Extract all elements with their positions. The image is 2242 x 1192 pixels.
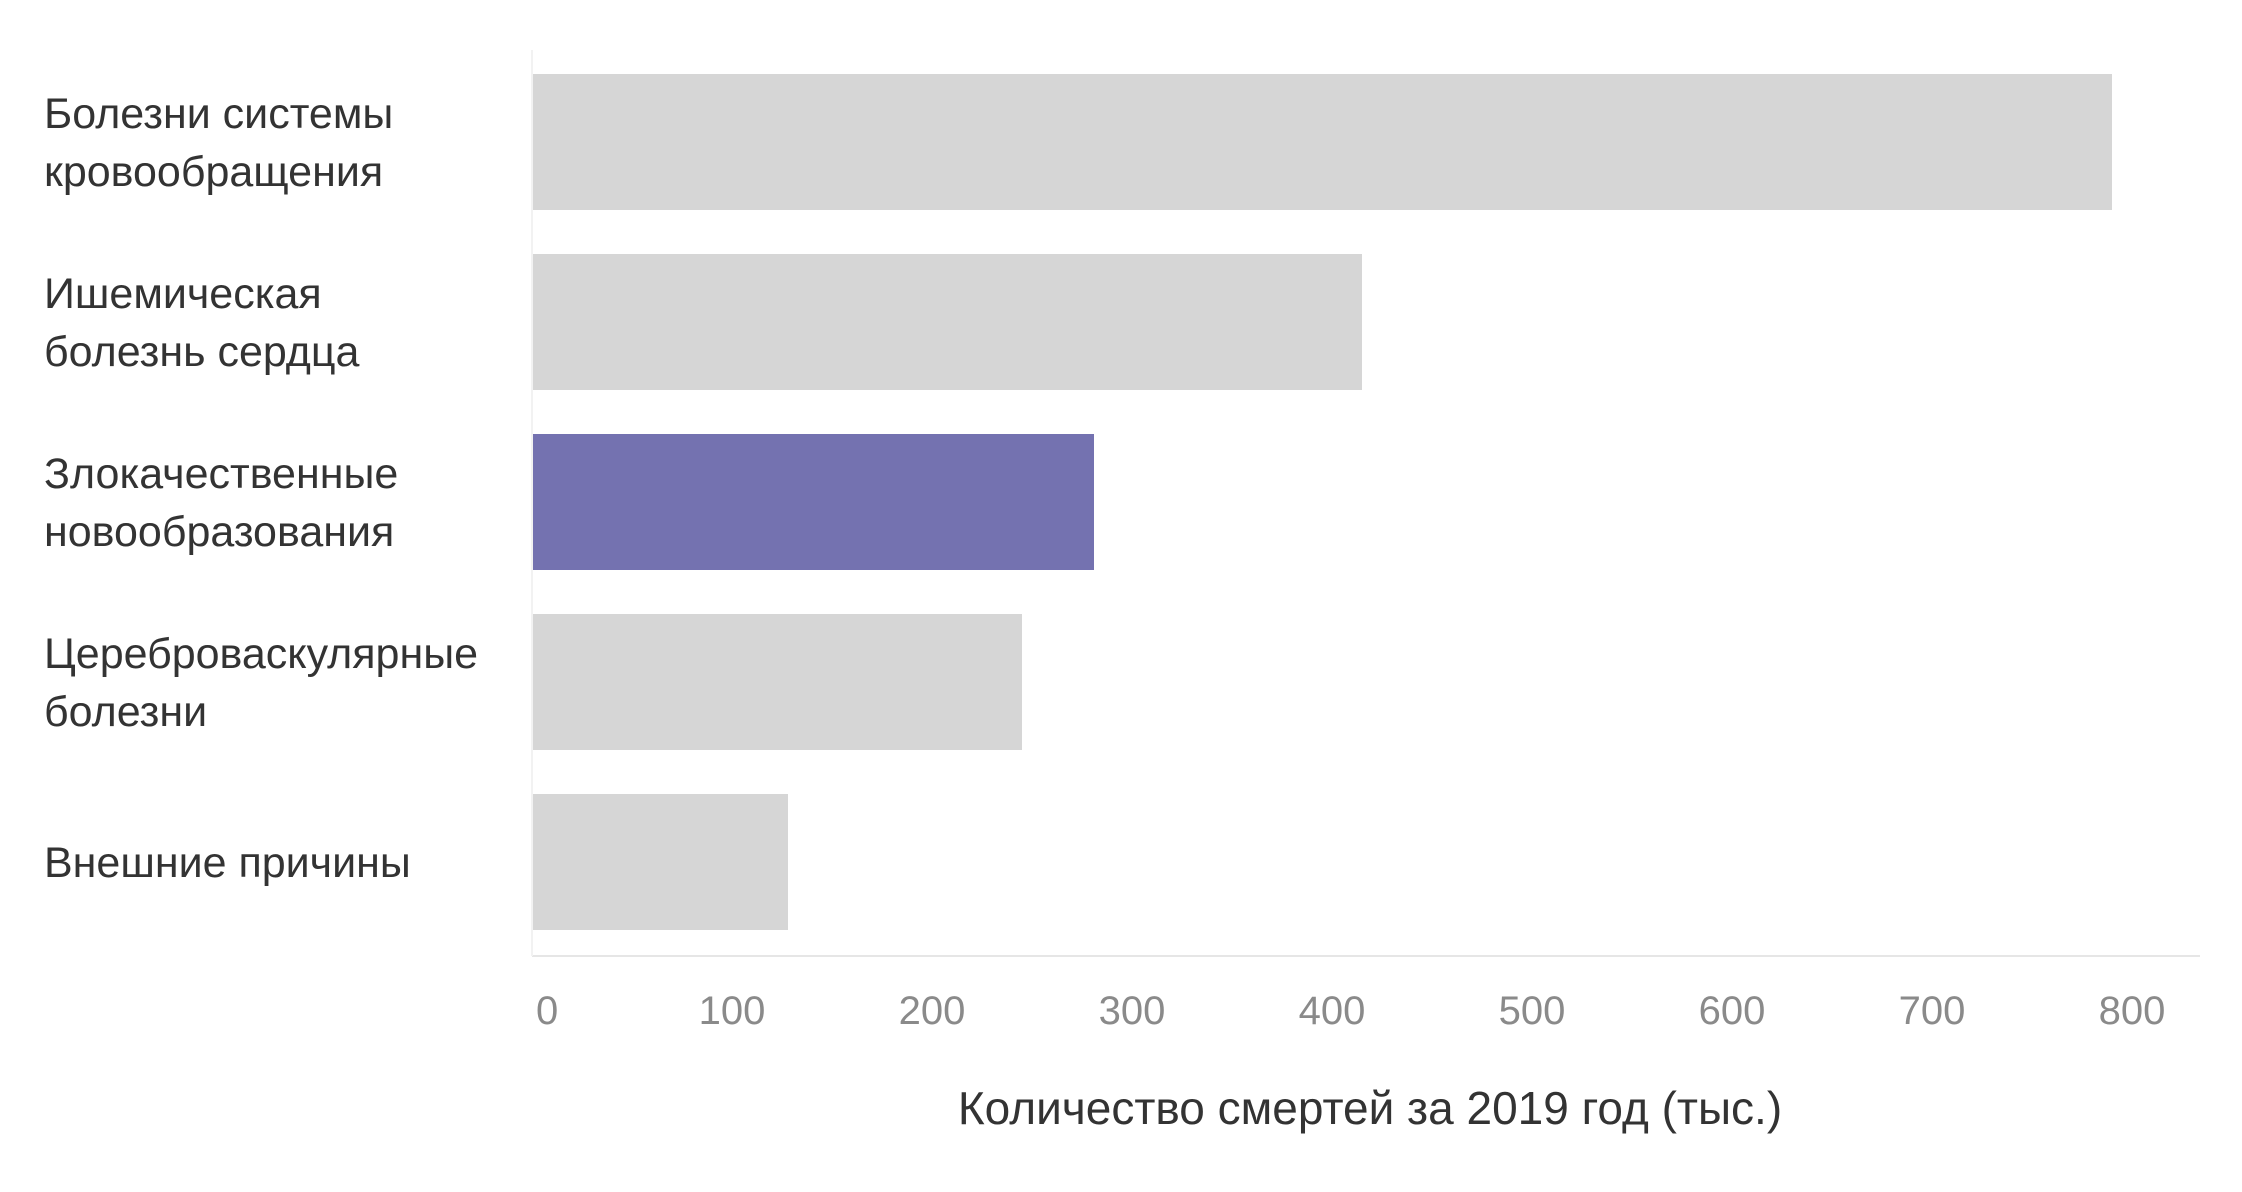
- category-label-5: Внешние причины: [44, 839, 411, 887]
- x-tick-label-700: 700: [1899, 989, 1966, 1033]
- x-tick-label-800: 800: [2099, 989, 2166, 1033]
- x-tick-label-200: 200: [899, 989, 966, 1033]
- category-label-4: Цереброваскулярные болезни: [44, 630, 478, 736]
- bar-5: [532, 794, 788, 930]
- bars-group: [532, 74, 2112, 930]
- x-tick-label-600: 600: [1699, 989, 1766, 1033]
- bar-3: [532, 434, 1094, 570]
- bar-2: [532, 254, 1362, 390]
- bar-4: [532, 614, 1022, 750]
- x-tick-labels: 0 100 200 300 400 500 600 700 800: [536, 989, 2165, 1033]
- category-labels: Болезни системы кровообращения Ишемическая…: [44, 90, 478, 887]
- x-tick-label-100: 100: [699, 989, 766, 1033]
- x-tick-label-0: 0: [536, 989, 558, 1033]
- category-label-3: Злокачественные новообразования: [44, 450, 398, 556]
- x-tick-label-500: 500: [1499, 989, 1566, 1033]
- x-axis-title: Количество смертей за 2019 год (тыс.): [958, 1082, 1782, 1134]
- category-label-1: Болезни системы кровообращения: [44, 90, 393, 196]
- bar-1: [532, 74, 2112, 210]
- x-tick-label-300: 300: [1099, 989, 1166, 1033]
- category-label-2: Ишемическая болезнь сердца: [44, 270, 360, 376]
- x-tick-label-400: 400: [1299, 989, 1366, 1033]
